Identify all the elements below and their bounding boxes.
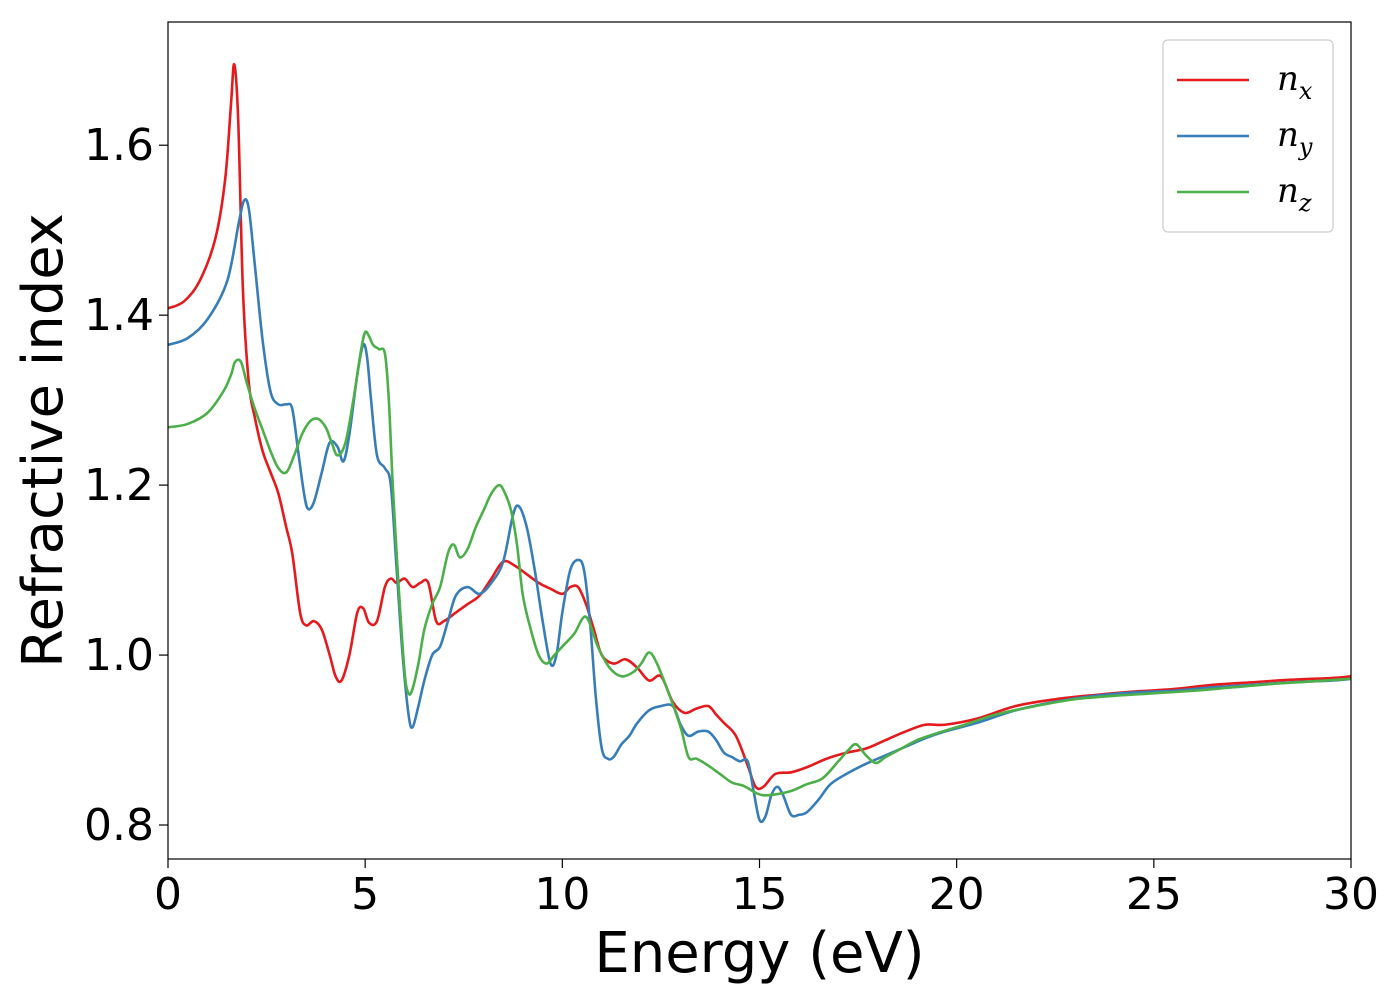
- legend-label-y: ny: [1277, 115, 1313, 161]
- x-tick-label: 5: [351, 869, 379, 920]
- x-tick-label: 20: [929, 869, 985, 920]
- series-line-x: [168, 63, 1351, 791]
- y-tick-label: 0.8: [84, 800, 154, 851]
- y-tick-label: 1.4: [84, 290, 154, 341]
- x-axis-label: Energy (eV): [594, 921, 924, 986]
- y-tick-label: 1.6: [84, 120, 154, 171]
- y-tick-label: 1.2: [84, 460, 154, 511]
- y-tick-label: 1.0: [84, 630, 154, 681]
- x-tick-label: 30: [1323, 869, 1379, 920]
- x-tick-label: 10: [534, 869, 590, 920]
- legend-label-z: nz: [1277, 171, 1312, 217]
- x-tick-label: 15: [732, 869, 788, 920]
- x-tick-label: 0: [154, 869, 182, 920]
- y-axis-ticks: 0.8 1.0 1.2 1.4 1.6: [84, 120, 168, 851]
- y-axis-label: Refractive index: [11, 213, 76, 668]
- series-line-z: [168, 330, 1351, 797]
- series-line-y: [168, 198, 1351, 824]
- series-layer: [168, 63, 1351, 824]
- legend: nx ny nz: [1162, 39, 1334, 233]
- legend-label-x: nx: [1277, 59, 1313, 105]
- x-axis-ticks: 0 5 10 15 20 25 30: [154, 859, 1379, 920]
- x-tick-label: 25: [1126, 869, 1182, 920]
